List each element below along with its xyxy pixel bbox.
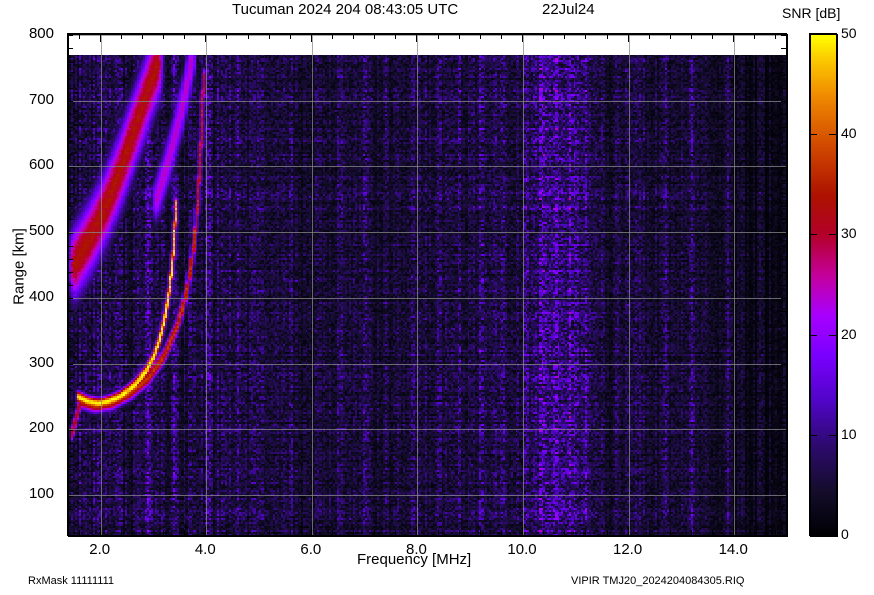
- colorbar-tick-label: 30: [841, 225, 857, 242]
- y-axis-tick: 300: [28, 353, 54, 371]
- colorbar-tick-label: 0: [841, 526, 849, 542]
- colorbar-tick-label: 20: [841, 325, 857, 342]
- rxmask-label: RxMask 11111111: [28, 575, 115, 587]
- colorbar-tick-label: 40: [841, 125, 857, 142]
- x-axis-tick: 4.0: [194, 541, 216, 558]
- x-axis-tick: 14.0: [718, 541, 748, 558]
- y-axis-tick: 100: [28, 485, 54, 503]
- source-file-label: VIPIR TMJ20_2024204084305.RIQ: [571, 575, 745, 587]
- colorbar-tick-label: 10: [841, 425, 857, 442]
- plot-gridlines: [69, 35, 787, 536]
- y-axis-label: Range [km]: [10, 228, 28, 305]
- y-axis-tick: 800: [28, 25, 54, 42]
- colorbar-gradient-canvas: [811, 35, 837, 536]
- y-axis-tick: 500: [28, 222, 54, 240]
- y-axis-tick: 200: [28, 419, 54, 437]
- x-axis-tick: 10.0: [507, 541, 537, 558]
- y-axis-tick: 400: [28, 287, 54, 305]
- date-label: 22Jul24: [542, 1, 595, 18]
- page-title: Tucuman 2024 204 08:43:05 UTC: [232, 1, 459, 18]
- y-axis-tick: 600: [28, 156, 54, 174]
- colorbar: [810, 34, 838, 537]
- x-axis-tick: 6.0: [300, 541, 322, 558]
- x-axis-tick: 2.0: [89, 541, 111, 558]
- x-axis-tick: 8.0: [406, 541, 427, 558]
- x-axis-tick: 12.0: [613, 541, 643, 558]
- x-axis-label: Frequency [MHz]: [357, 551, 472, 568]
- y-axis-tick: 700: [28, 90, 54, 108]
- colorbar-title: SNR [dB]: [782, 5, 841, 21]
- ionogram-plot-area[interactable]: [68, 34, 788, 537]
- colorbar-tick-label: 50: [841, 25, 857, 41]
